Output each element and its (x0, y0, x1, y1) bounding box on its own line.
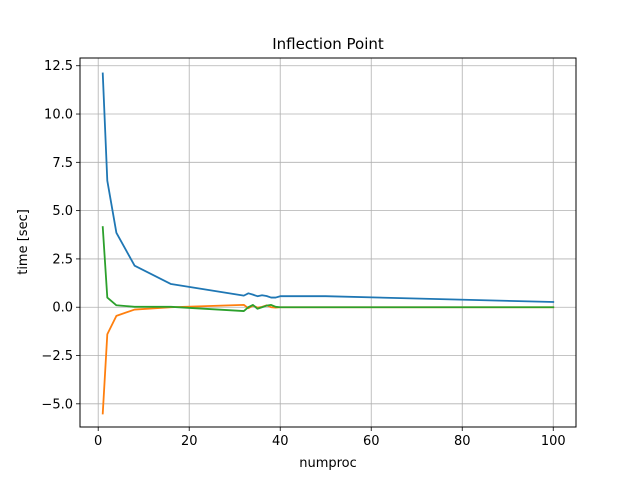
series-line-blue (101, 72, 555, 303)
y-tick-label: 12.5 (44, 59, 73, 74)
series-line-green (101, 226, 555, 312)
x-tick-label: 80 (454, 434, 471, 449)
plot-frame (79, 57, 577, 428)
plot-area (80, 58, 576, 427)
y-axis-label: time [sec] (16, 209, 31, 275)
x-axis-label: numproc (299, 456, 357, 471)
x-tick-label: 60 (363, 434, 380, 449)
y-tick-label: 5.0 (52, 204, 73, 219)
x-tick-label: 100 (541, 434, 566, 449)
x-tick-label: 0 (94, 434, 102, 449)
y-tick-label: −2.5 (41, 349, 73, 364)
y-tick-label: 10.0 (44, 108, 73, 123)
series-group (101, 72, 555, 415)
y-tick-label: 7.5 (52, 156, 73, 171)
y-tick-label: 0.0 (52, 301, 73, 316)
x-tick-label: 20 (181, 434, 198, 449)
chart-title: Inflection Point (272, 35, 384, 53)
x-tick-label: 40 (272, 434, 289, 449)
y-tick-label: 2.5 (52, 252, 73, 267)
y-tick-label: −5.0 (41, 397, 73, 412)
axis-ticks: 0 20 40 60 80 100 −5.0 −2.5 0.0 2.5 5.0 7.5 10.0 12.5 (41, 59, 565, 449)
